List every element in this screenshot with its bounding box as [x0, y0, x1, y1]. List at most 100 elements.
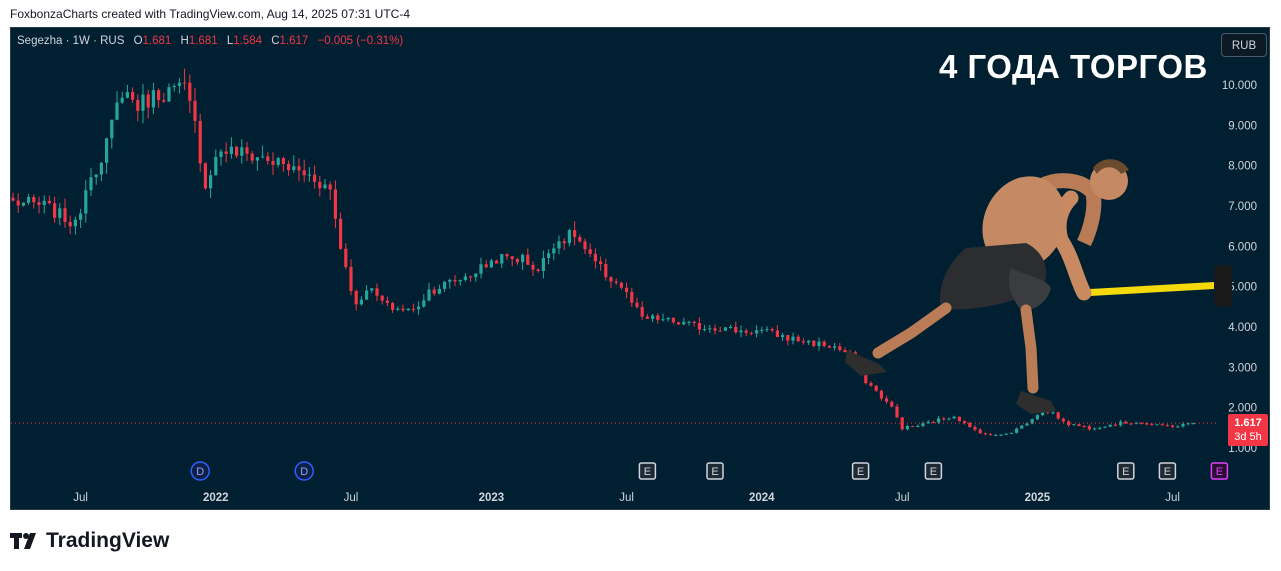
earnings-marker-icon[interactable]	[706, 462, 724, 480]
candle-body	[947, 418, 951, 420]
price-axis: 1.000 2.000 3.000 4.000 5.000 6.000 7.000 8.000…	[1222, 80, 1257, 455]
candle-body	[380, 295, 384, 301]
dividend-marker-icon[interactable]	[294, 461, 314, 481]
candle-body	[276, 158, 280, 165]
candle-body	[489, 260, 493, 268]
candle-body	[640, 306, 644, 317]
candle-body	[47, 200, 51, 204]
candle-body	[515, 259, 519, 263]
candle-body	[136, 99, 140, 111]
candle-body	[469, 276, 473, 278]
currency-button[interactable]: RUB	[1221, 33, 1267, 57]
candle-body	[1087, 426, 1091, 430]
candle-body	[869, 383, 873, 386]
candle-body	[1124, 421, 1128, 424]
candle-body	[1186, 423, 1190, 425]
candle-body	[1056, 412, 1060, 419]
chart-panel[interactable]: 1.000 2.000 3.000 4.000 5.000 6.000 7.000 8.000…	[10, 27, 1270, 510]
candle-body	[411, 308, 415, 310]
candle-body	[1150, 423, 1154, 425]
candle-body	[755, 330, 759, 334]
close-label: C	[271, 35, 280, 47]
tradingview-logo[interactable]: TradingView	[10, 529, 169, 553]
candle-body	[827, 346, 831, 348]
candle-body	[463, 276, 467, 280]
candle-body	[1098, 427, 1102, 429]
candle-body	[1004, 433, 1008, 435]
candle-body	[89, 177, 93, 191]
event-marker-label: D	[196, 466, 204, 478]
x-tick-label: 2023	[479, 492, 505, 504]
candle-body	[973, 427, 977, 430]
candle-body	[723, 327, 727, 331]
candle-body	[593, 253, 597, 262]
candle-body	[521, 254, 525, 263]
candle-body	[963, 421, 967, 423]
candle-body	[313, 174, 317, 182]
candle-body	[739, 330, 743, 333]
candle-body	[567, 230, 571, 244]
candle-body	[255, 157, 259, 161]
time-axis: Jul 2022 Jul 2023 Jul 2024 Jul 2025 Jul	[73, 492, 1180, 504]
candle-body	[432, 289, 436, 294]
earnings-marker-icon[interactable]	[638, 462, 657, 480]
candle-body	[708, 328, 712, 330]
candle-body	[302, 170, 306, 176]
candle-body	[713, 328, 717, 331]
candle-body	[1171, 425, 1175, 427]
candlestick-chart[interactable]: 1.000 2.000 3.000 4.000 5.000 6.000 7.000 8.000…	[11, 28, 1270, 510]
candle-body	[588, 249, 592, 254]
candle-body	[838, 346, 842, 351]
tradingview-wordmark: TradingView	[46, 529, 170, 552]
candle-body	[157, 90, 161, 101]
candle-body	[812, 340, 816, 346]
dividend-marker-icon[interactable]	[190, 461, 210, 481]
candle-body	[968, 422, 972, 428]
candle-body	[125, 92, 129, 98]
candle-body	[27, 197, 31, 203]
candle-body	[131, 92, 135, 100]
candle-body	[99, 162, 103, 175]
candle-body	[458, 279, 462, 282]
candle-body	[864, 372, 868, 384]
candle-body	[1191, 423, 1195, 425]
candle-body	[635, 302, 639, 307]
candle-body	[292, 166, 296, 171]
event-marker-label: E	[930, 466, 937, 478]
candle-body	[422, 300, 426, 307]
candle-body	[671, 317, 675, 323]
candle-body	[391, 302, 395, 310]
earnings-marker-icon[interactable]	[924, 462, 943, 480]
candle-body	[1082, 426, 1086, 428]
candle-body	[583, 241, 587, 250]
candle-body	[905, 425, 909, 430]
candle-body	[359, 299, 363, 305]
candle-body	[453, 279, 457, 282]
candle-body	[214, 157, 218, 176]
earnings-marker-icon[interactable]	[1210, 462, 1229, 480]
y-tick-label: 2.000	[1228, 403, 1257, 415]
candle-body	[105, 138, 109, 163]
earnings-marker-icon[interactable]	[1158, 462, 1177, 480]
candle-body	[957, 416, 961, 422]
candle-body	[978, 429, 982, 434]
chart-credit: FoxbonzaCharts created with TradingView.…	[10, 7, 411, 21]
candle-body	[1113, 424, 1117, 426]
earnings-marker-icon[interactable]	[1117, 462, 1135, 480]
earnings-marker-icon[interactable]	[851, 462, 870, 480]
candle-body	[250, 153, 254, 161]
candle-body	[401, 308, 405, 311]
candle-body	[297, 166, 301, 171]
candle-body	[58, 208, 62, 218]
candle-body	[349, 267, 353, 291]
candle-body	[406, 308, 410, 311]
candle-body	[235, 146, 239, 156]
candle-body	[375, 288, 379, 296]
candle-body	[666, 317, 670, 320]
candle-body	[120, 97, 124, 103]
candle-body	[843, 350, 847, 353]
candle-body	[474, 273, 478, 278]
candle-body	[172, 85, 176, 88]
high-label: H	[180, 35, 189, 47]
event-marker-label: E	[1164, 466, 1171, 478]
